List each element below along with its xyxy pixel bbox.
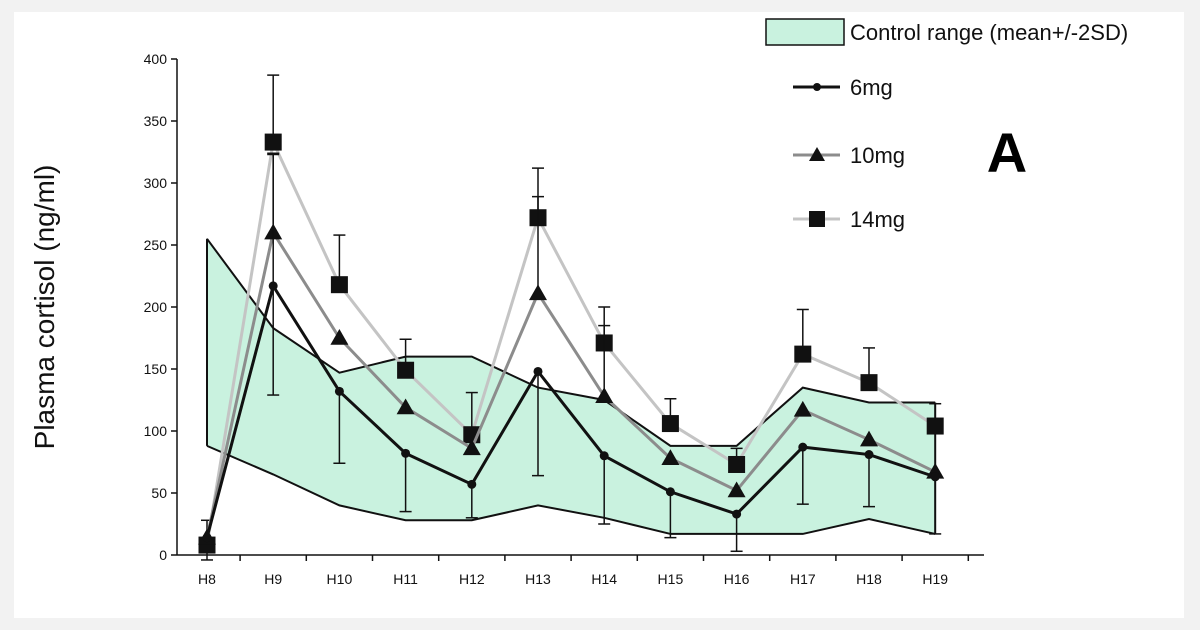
x-tick-label: H12 bbox=[459, 571, 485, 587]
data-point-14mg bbox=[860, 374, 878, 392]
x-tick-label: H16 bbox=[724, 571, 750, 587]
y-tick-label: 150 bbox=[144, 361, 168, 377]
data-point-6mg bbox=[334, 386, 344, 396]
data-point-10mg bbox=[595, 387, 614, 404]
data-point-6mg bbox=[930, 472, 940, 482]
y-tick-label: 300 bbox=[144, 175, 168, 191]
panel-label: A bbox=[987, 121, 1027, 184]
legend-marker-6mg bbox=[813, 83, 821, 91]
data-point-6mg bbox=[533, 366, 543, 376]
series-line-10mg bbox=[205, 228, 936, 538]
data-point-6mg bbox=[864, 450, 874, 460]
data-point-6mg bbox=[732, 509, 742, 519]
series-line-6mg bbox=[205, 282, 936, 539]
data-point-10mg bbox=[330, 329, 349, 345]
legend-label-6mg: 6mg bbox=[850, 75, 893, 100]
data-point-14mg bbox=[397, 361, 415, 379]
y-tick-label: 350 bbox=[144, 113, 168, 129]
y-axis-label: Plasma cortisol (ng/ml) bbox=[29, 165, 60, 450]
data-point-6mg bbox=[401, 448, 411, 458]
control-range-lower-line bbox=[206, 444, 936, 535]
chart-svg: 0 50 100 150 200 250 300 350 400 H8 H9 H10 H11 H12 H13… bbox=[29, 18, 1128, 587]
data-point-10mg bbox=[396, 398, 415, 415]
legend: Control range (mean+/-2SD) 6mg 10mg 14mg bbox=[765, 18, 1128, 232]
x-tick-label: H8 bbox=[198, 571, 216, 587]
x-tick-label: H15 bbox=[658, 571, 684, 587]
data-point-10mg bbox=[793, 400, 812, 417]
y-tick-label: 400 bbox=[144, 51, 168, 67]
data-point-14mg bbox=[926, 417, 944, 435]
x-tick-label: H18 bbox=[856, 571, 882, 587]
data-point-6mg bbox=[665, 487, 675, 497]
data-point-6mg bbox=[798, 442, 808, 452]
axes: 0 50 100 150 200 250 300 350 400 H8 H9 H10 H11 H12 H13… bbox=[144, 51, 984, 587]
legend-marker-10mg bbox=[809, 147, 825, 161]
data-point-6mg bbox=[202, 533, 212, 543]
data-point-10mg bbox=[529, 284, 547, 301]
series-6mg bbox=[202, 152, 942, 553]
x-tick-label: H13 bbox=[525, 571, 551, 587]
legend-label-14mg: 14mg bbox=[850, 207, 905, 232]
control-range-upper-line bbox=[206, 238, 936, 447]
y-tick-label: 200 bbox=[144, 299, 168, 315]
data-point-6mg bbox=[467, 479, 477, 489]
x-tick-label: H19 bbox=[922, 571, 948, 587]
data-point-6mg bbox=[268, 281, 278, 291]
data-point-10mg bbox=[661, 449, 680, 466]
data-point-10mg bbox=[462, 439, 481, 456]
data-point-10mg bbox=[860, 430, 878, 447]
series-group bbox=[198, 74, 945, 561]
data-point-14mg bbox=[330, 276, 348, 294]
legend-marker-14mg bbox=[809, 211, 825, 227]
data-point-10mg bbox=[727, 481, 746, 498]
legend-label-10mg: 10mg bbox=[850, 143, 905, 168]
chart-panel: 0 50 100 150 200 250 300 350 400 H8 H9 H10 H11 H12 H13… bbox=[14, 12, 1184, 618]
y-tick-label: 50 bbox=[151, 485, 167, 501]
series-line-14mg bbox=[205, 137, 937, 546]
x-tick-label: H11 bbox=[393, 571, 418, 587]
data-point-14mg bbox=[661, 415, 679, 433]
x-tick-label: H9 bbox=[264, 571, 282, 587]
data-point-14mg bbox=[728, 455, 746, 473]
x-tick-label: H14 bbox=[591, 571, 617, 587]
data-point-14mg bbox=[264, 133, 282, 151]
data-point-14mg bbox=[794, 345, 812, 363]
legend-swatch-control-range bbox=[765, 18, 845, 46]
data-point-6mg bbox=[599, 451, 609, 461]
y-tick-label: 0 bbox=[159, 547, 167, 563]
x-tick-label: H17 bbox=[790, 571, 816, 587]
y-tick-label: 250 bbox=[144, 237, 168, 253]
x-tick-label: H10 bbox=[327, 571, 353, 587]
y-tick-label: 100 bbox=[144, 423, 168, 439]
control-range-area bbox=[207, 238, 936, 534]
legend-label-control-range: Control range (mean+/-2SD) bbox=[850, 20, 1128, 45]
